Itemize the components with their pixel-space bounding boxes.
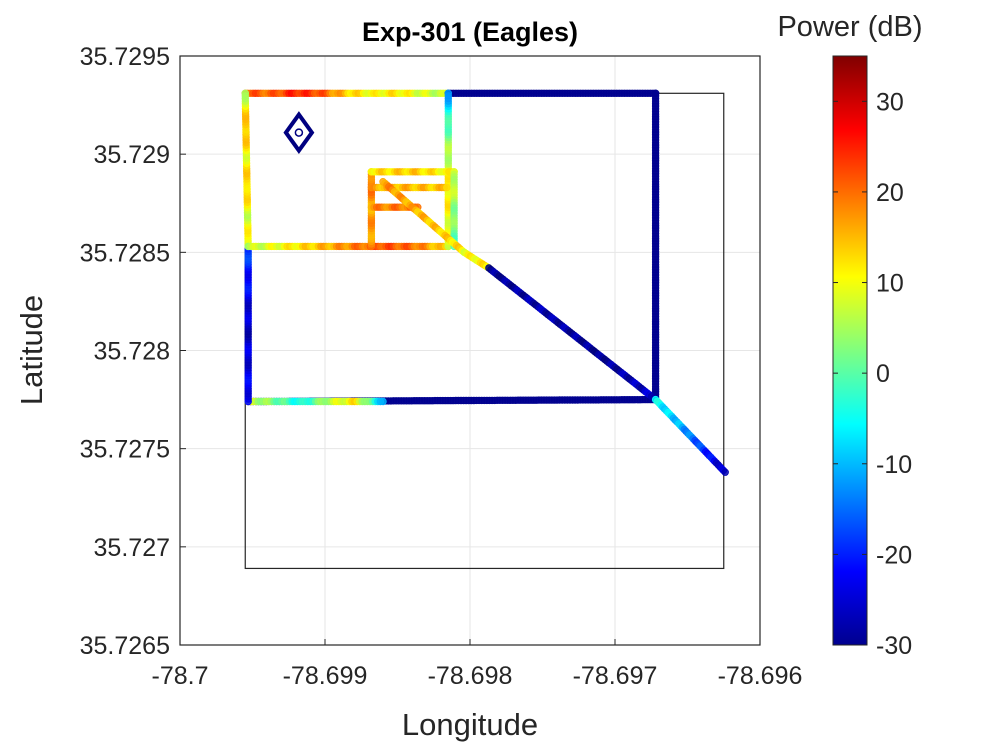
colorbar-tick-label: 20 <box>876 179 904 207</box>
colorbar-tick-label: -20 <box>876 541 912 569</box>
y-tick-label: 35.7295 <box>80 43 170 71</box>
data-point <box>241 89 249 97</box>
y-tick-label: 35.729 <box>94 141 170 169</box>
x-tick-label: -78.7 <box>152 662 209 690</box>
colorbar-tick-label: -30 <box>876 632 912 660</box>
x-tick-label: -78.699 <box>283 662 368 690</box>
x-axis-ticks: -78.7 -78.699 -78.698 -78.697 -78.696 <box>152 639 803 690</box>
colorbar <box>832 55 868 646</box>
x-tick-label: -78.698 <box>428 662 513 690</box>
colorbar-tick-label: 10 <box>876 270 904 298</box>
chart-title: Exp-301 (Eagles) <box>362 17 578 47</box>
y-tick-label: 35.728 <box>94 338 170 366</box>
x-tick-label: -78.697 <box>573 662 658 690</box>
y-tick-label: 35.7285 <box>80 239 170 267</box>
y-axis-label: Latitude <box>14 295 49 405</box>
y-tick-label: 35.7265 <box>80 632 170 660</box>
x-axis-label: Longitude <box>402 707 538 742</box>
data-point <box>379 397 387 406</box>
y-tick-label: 35.727 <box>94 534 170 562</box>
transmitter-point <box>294 128 304 137</box>
y-tick-label: 35.7275 <box>80 436 170 464</box>
transmitter-diamond <box>283 111 315 154</box>
data-points <box>241 89 729 476</box>
data-point <box>444 89 452 97</box>
data-point <box>443 183 451 192</box>
colorbar-label: Power (dB) <box>777 11 922 43</box>
x-tick-label: -78.696 <box>718 662 803 690</box>
colorbar-tick-label: 30 <box>876 88 904 116</box>
y-axis-ticks: 35.7265 35.727 35.7275 35.728 35.7285 35.729 3… <box>80 43 186 660</box>
data-point <box>721 468 729 476</box>
colorbar-tick-label: 0 <box>876 360 890 388</box>
colorbar-ticks: -30 -20 -10 0 10 20 30 <box>833 88 912 660</box>
colorbar-tick-label: -10 <box>876 451 912 479</box>
transmitter-marker <box>283 111 315 154</box>
